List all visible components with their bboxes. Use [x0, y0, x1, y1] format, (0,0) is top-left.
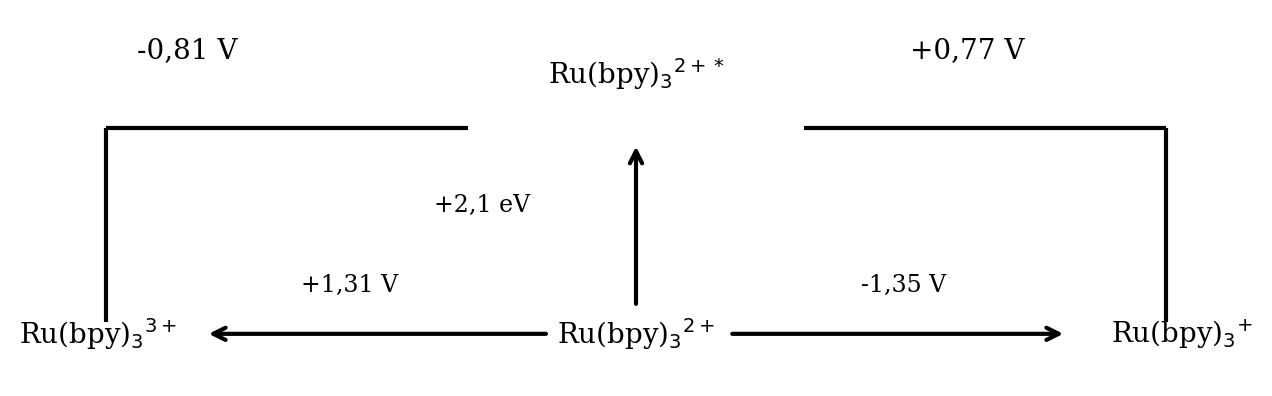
- Text: -1,35 V: -1,35 V: [861, 274, 946, 297]
- Text: Ru(bpy)$_3$$^{+}$: Ru(bpy)$_3$$^{+}$: [1112, 317, 1253, 351]
- Text: +2,1 eV: +2,1 eV: [434, 194, 530, 217]
- Text: +1,31 V: +1,31 V: [300, 274, 398, 297]
- Text: -0,81 V: -0,81 V: [137, 37, 238, 64]
- Text: Ru(bpy)$_3$$^{2+}$: Ru(bpy)$_3$$^{2+}$: [557, 316, 715, 352]
- Text: Ru(bpy)$_3$$^{2+*}$: Ru(bpy)$_3$$^{2+*}$: [548, 56, 724, 92]
- Text: +0,77 V: +0,77 V: [911, 37, 1025, 64]
- Text: Ru(bpy)$_3$$^{3+}$: Ru(bpy)$_3$$^{3+}$: [19, 316, 177, 352]
